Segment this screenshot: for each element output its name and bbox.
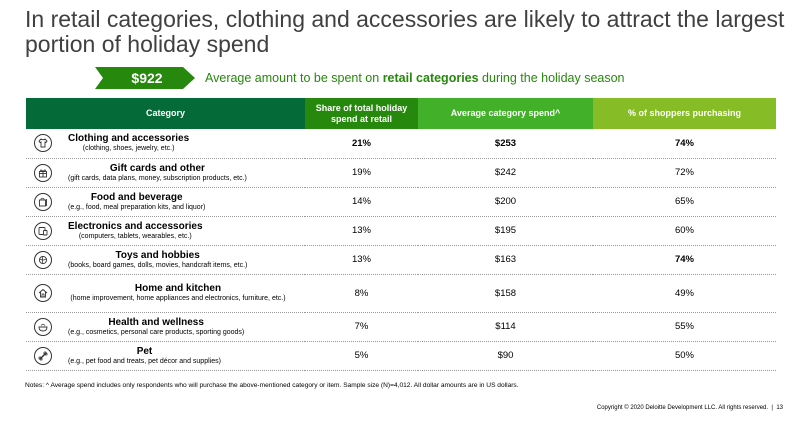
percent-value: 65% [593, 187, 776, 217]
share-value: 5% [305, 341, 418, 371]
percent-value: 60% [593, 216, 776, 246]
header-percent-shoppers: % of shoppers purchasing [593, 98, 776, 129]
category-desc: (computers, tablets, wearables, etc.) [78, 232, 192, 240]
category-desc: (clothing, shoes, jewelry, etc.) [82, 145, 175, 153]
share-value: 7% [305, 312, 418, 342]
category-cell: Health and wellness (e.g., cosmetics, pe… [26, 312, 305, 342]
percent-value: 74% [593, 129, 776, 159]
page-number: 13 [776, 405, 783, 411]
bowl-icon [34, 317, 52, 336]
share-value: 19% [305, 158, 418, 188]
category-name: Home and kitchen [134, 283, 222, 294]
devices-icon [34, 221, 52, 240]
house-icon [34, 284, 52, 302]
percent-value: 49% [593, 274, 776, 313]
category-name: Health and wellness [108, 316, 204, 328]
table-row: Food and beverage (e.g., food, meal prep… [26, 187, 776, 217]
spend-value: $200 [418, 187, 593, 217]
toy-icon [34, 250, 52, 269]
copyright-footer: Copyright © 2020 Deloitte Development LL… [596, 405, 783, 411]
category-cell: Home and kitchen (home improvement, home… [26, 274, 305, 313]
shirt-icon [34, 134, 52, 153]
spend-value: $158 [418, 274, 593, 313]
average-amount-badge: $922 [95, 67, 195, 89]
category-name: Electronics and accessories [68, 220, 203, 232]
spend-value: $114 [418, 312, 593, 342]
category-desc: (gift cards, data plans, money, subscrip… [68, 174, 247, 182]
share-value: 8% [305, 274, 418, 313]
category-name: Toys and hobbies [115, 249, 200, 261]
footnote: Notes: ^ Average spend includes only res… [25, 382, 519, 389]
category-name: Pet [136, 345, 153, 357]
table-header-row: Category Share of total holiday spend at… [26, 98, 776, 129]
table-row: Toys and hobbies (books, board games, do… [26, 245, 776, 275]
spend-value: $195 [418, 216, 593, 246]
food-bag-icon [34, 192, 52, 211]
category-cell: Clothing and accessories (clothing, shoe… [26, 129, 305, 159]
table-row: Gift cards and other (gift cards, data p… [26, 158, 776, 188]
share-value: 21% [305, 129, 418, 159]
gift-icon [34, 163, 52, 182]
banner-text: Average amount to be spent on retail cat… [205, 71, 625, 85]
header-share: Share of total holiday spend at retail [305, 98, 418, 129]
header-category: Category [26, 98, 305, 129]
summary-banner: $922 Average amount to be spent on retai… [95, 67, 625, 89]
spend-value: $242 [418, 158, 593, 188]
spend-value: $253 [418, 129, 593, 159]
table-row: Clothing and accessories (clothing, shoe… [26, 129, 776, 159]
category-desc: (e.g., cosmetics, personal care products… [68, 328, 245, 336]
percent-value: 50% [593, 341, 776, 371]
page-title: In retail categories, clothing and acces… [25, 6, 785, 57]
category-name: Gift cards and other [109, 162, 205, 174]
share-value: 14% [305, 187, 418, 217]
category-name: Food and beverage [90, 191, 183, 203]
category-cell: Food and beverage (e.g., food, meal prep… [26, 187, 305, 217]
category-desc: (home improvement, home appliances and e… [70, 295, 286, 302]
percent-value: 72% [593, 158, 776, 188]
share-value: 13% [305, 216, 418, 246]
category-cell: Toys and hobbies (books, board games, do… [26, 245, 305, 275]
category-cell: Gift cards and other (gift cards, data p… [26, 158, 305, 188]
spend-value: $163 [418, 245, 593, 275]
copyright-text: Copyright © 2020 Deloitte Development LL… [596, 405, 769, 411]
table-row: Health and wellness (e.g., cosmetics, pe… [26, 312, 776, 342]
percent-value: 55% [593, 312, 776, 342]
category-cell: Electronics and accessories (computers, … [26, 216, 305, 246]
bone-icon [34, 346, 52, 365]
spend-value: $90 [418, 341, 593, 371]
share-value: 13% [305, 245, 418, 275]
category-spend-table: Category Share of total holiday spend at… [26, 98, 776, 371]
table-row: Electronics and accessories (computers, … [26, 216, 776, 246]
category-cell: Pet (e.g., pet food and treats, pet déco… [26, 341, 305, 371]
table-row: Pet (e.g., pet food and treats, pet déco… [26, 341, 776, 371]
category-desc: (e.g., pet food and treats, pet décor an… [68, 357, 221, 365]
category-desc: (e.g., food, meal preparation kits, and … [68, 203, 206, 211]
header-average-spend: Average category spend^ [418, 98, 593, 129]
table-row: Home and kitchen (home improvement, home… [26, 274, 776, 313]
category-name: Clothing and accessories [68, 133, 190, 145]
percent-value: 74% [593, 245, 776, 275]
category-desc: (books, board games, dolls, movies, hand… [68, 261, 248, 269]
